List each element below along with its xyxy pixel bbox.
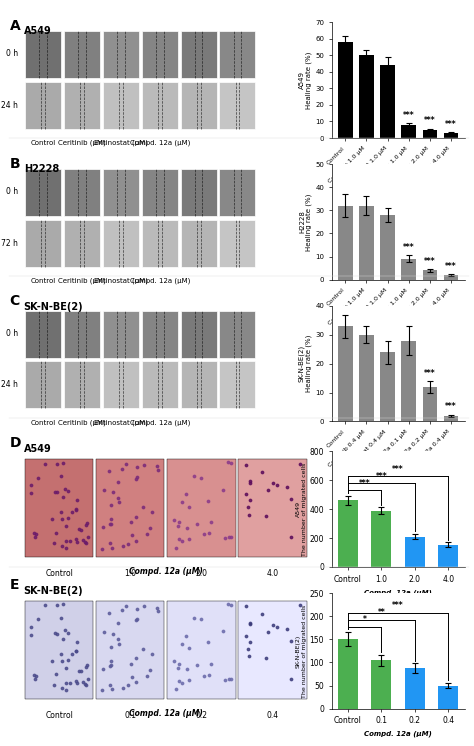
Text: 24 h: 24 h xyxy=(1,380,18,389)
Bar xyxy=(359,206,374,280)
Point xyxy=(75,523,83,535)
Text: ***: *** xyxy=(424,369,436,377)
Point xyxy=(172,683,180,695)
Point xyxy=(246,477,254,489)
Point xyxy=(57,470,64,482)
Point xyxy=(259,608,266,620)
Y-axis label: SK-N-BE(2)
The number of migrated cells: SK-N-BE(2) The number of migrated cells xyxy=(296,604,307,698)
Point xyxy=(283,623,291,635)
Point xyxy=(190,470,198,482)
Text: D: D xyxy=(9,436,21,451)
Point xyxy=(33,528,40,540)
Text: Control: Control xyxy=(30,140,56,146)
Point xyxy=(81,536,89,548)
Text: Compd. 12a (μM): Compd. 12a (μM) xyxy=(129,568,203,577)
Bar xyxy=(142,219,178,266)
Point xyxy=(146,522,154,534)
Bar xyxy=(142,361,178,408)
Point xyxy=(30,527,37,539)
Point xyxy=(154,602,161,614)
Bar xyxy=(181,219,217,266)
Bar xyxy=(422,271,438,280)
Point xyxy=(176,657,183,669)
Point xyxy=(63,535,70,547)
Point xyxy=(132,653,140,665)
Point xyxy=(66,535,74,547)
Point xyxy=(179,677,186,689)
Point xyxy=(50,679,58,691)
Bar xyxy=(25,169,61,216)
Point xyxy=(73,677,81,689)
Text: Entinostat (μM): Entinostat (μM) xyxy=(94,140,148,146)
Point xyxy=(75,665,83,677)
Point xyxy=(60,633,67,645)
Bar xyxy=(64,219,100,266)
Bar xyxy=(64,311,100,358)
Point xyxy=(283,481,291,493)
Point xyxy=(242,459,249,471)
Point xyxy=(288,531,295,543)
Point xyxy=(107,655,114,667)
Point xyxy=(204,636,212,648)
Bar xyxy=(64,169,100,216)
Point xyxy=(30,668,37,680)
Point xyxy=(171,513,178,525)
Point xyxy=(66,677,74,689)
Point xyxy=(108,641,115,653)
Bar xyxy=(219,219,255,266)
Point xyxy=(106,660,114,672)
Bar xyxy=(25,361,61,408)
Point xyxy=(179,535,186,547)
Bar xyxy=(359,55,374,138)
Point xyxy=(27,629,35,641)
Text: ***: *** xyxy=(424,116,436,125)
Text: Compd. 12a (μM): Compd. 12a (μM) xyxy=(129,278,190,284)
Point xyxy=(63,684,70,696)
Point xyxy=(227,531,235,543)
Bar xyxy=(338,639,358,709)
Point xyxy=(124,538,131,550)
Bar xyxy=(359,335,374,421)
Bar xyxy=(142,82,178,129)
Point xyxy=(246,636,254,648)
Point xyxy=(72,645,80,657)
Point xyxy=(82,519,90,531)
Point xyxy=(63,542,70,554)
Point xyxy=(53,628,61,640)
Point xyxy=(144,528,151,540)
Text: A: A xyxy=(9,19,20,33)
Point xyxy=(78,524,85,536)
Bar xyxy=(64,31,100,78)
Bar xyxy=(103,361,139,408)
Point xyxy=(58,655,66,667)
Text: ***: *** xyxy=(445,262,457,271)
Point xyxy=(84,673,91,685)
Text: Ceritinib (μM): Ceritinib (μM) xyxy=(58,278,106,284)
Point xyxy=(106,518,114,530)
Bar xyxy=(142,169,178,216)
Point xyxy=(259,466,266,478)
Text: Compd. 12a (μM): Compd. 12a (μM) xyxy=(129,709,203,718)
Point xyxy=(57,612,64,624)
Point xyxy=(81,678,89,690)
Point xyxy=(297,458,304,470)
Bar xyxy=(219,82,255,129)
Bar xyxy=(96,459,164,557)
Point xyxy=(205,527,213,539)
Point xyxy=(114,633,122,645)
Text: 0 h: 0 h xyxy=(6,329,18,338)
Point xyxy=(269,619,276,631)
Point xyxy=(197,613,205,625)
Bar xyxy=(238,459,307,557)
Point xyxy=(246,618,254,630)
Point xyxy=(221,674,228,686)
Point xyxy=(224,598,232,609)
Text: Entinostat (μM): Entinostat (μM) xyxy=(94,419,148,426)
Point xyxy=(124,680,131,692)
Point xyxy=(122,600,130,612)
Text: ***: *** xyxy=(403,243,415,252)
Text: ***: *** xyxy=(424,257,436,266)
Text: H2228: H2228 xyxy=(24,164,59,174)
Bar xyxy=(422,386,438,421)
Text: ***: *** xyxy=(445,402,457,411)
